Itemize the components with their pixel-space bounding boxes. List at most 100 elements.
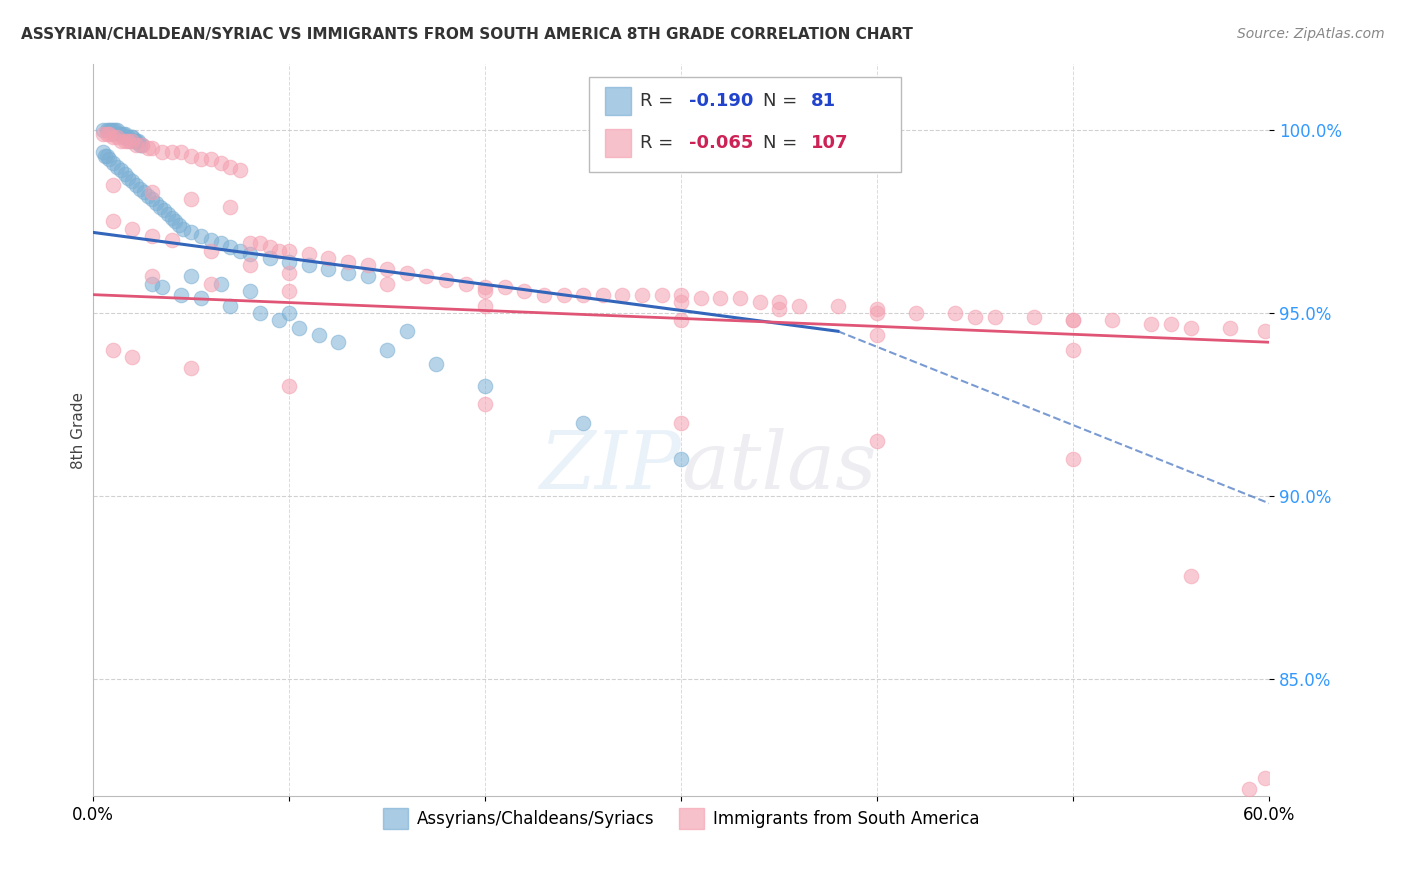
Point (259, 251, 281, 265)
Point (141, 277, 163, 291)
Bar (605, 87, 630, 115)
Point (190, 153, 212, 167)
Point (110, 134, 132, 148)
Point (1180, 320, 1202, 334)
Point (121, 130, 143, 145)
Point (209, 156, 232, 170)
Point (96, 127, 118, 141)
Point (239, 247, 262, 261)
Point (229, 244, 252, 258)
Point (1101, 313, 1123, 327)
Point (141, 269, 163, 284)
Point (180, 148, 202, 162)
Point (533, 287, 555, 301)
Point (249, 306, 271, 320)
Point (121, 174, 143, 188)
Point (356, 258, 378, 272)
Point (1062, 343, 1084, 357)
Point (375, 343, 398, 357)
Point (101, 127, 124, 141)
Point (474, 379, 496, 393)
Point (141, 229, 163, 244)
Point (101, 178, 124, 192)
Point (336, 254, 359, 268)
Point (172, 221, 194, 235)
Point (1219, 320, 1241, 334)
Point (120, 134, 142, 148)
Point (572, 287, 595, 301)
Point (434, 273, 457, 287)
Point (651, 287, 673, 301)
Point (180, 269, 202, 284)
Point (219, 160, 242, 174)
Point (395, 266, 418, 280)
Text: ASSYRIAN/CHALDEAN/SYRIAC VS IMMIGRANTS FROM SOUTH AMERICA 8TH GRADE CORRELATION : ASSYRIAN/CHALDEAN/SYRIAC VS IMMIGRANTS F… (21, 27, 912, 42)
Point (827, 299, 849, 313)
Point (96, 123, 118, 137)
Point (114, 134, 136, 148)
Point (866, 327, 889, 342)
Point (318, 251, 340, 265)
Point (631, 287, 654, 301)
Text: Source: ZipAtlas.com: Source: ZipAtlas.com (1237, 27, 1385, 41)
Point (156, 207, 179, 221)
Point (278, 254, 301, 268)
Point (278, 306, 301, 320)
Point (983, 310, 1005, 324)
Point (170, 145, 193, 159)
Point (94, 148, 117, 162)
Point (669, 416, 692, 430)
Point (278, 244, 301, 258)
Point (150, 280, 173, 294)
Point (114, 127, 136, 141)
Point (105, 123, 128, 137)
Point (965, 310, 987, 324)
Point (395, 324, 418, 338)
Point (553, 287, 575, 301)
Point (375, 262, 398, 277)
Point (121, 130, 143, 145)
Point (124, 134, 146, 148)
Point (474, 284, 496, 298)
Point (454, 277, 477, 291)
Point (669, 295, 692, 310)
Point (134, 185, 156, 199)
Point (136, 189, 159, 203)
Point (136, 141, 159, 155)
Point (160, 233, 183, 247)
Point (115, 130, 138, 145)
Point (1254, 324, 1277, 338)
Point (96, 148, 118, 162)
Point (101, 123, 124, 137)
Point (239, 284, 262, 298)
Point (117, 130, 139, 145)
Point (669, 287, 692, 301)
Text: -0.065: -0.065 (689, 134, 754, 153)
Point (127, 134, 149, 148)
Point (866, 434, 889, 448)
Point (709, 291, 731, 305)
Point (131, 137, 153, 152)
Point (149, 200, 172, 214)
Text: N =: N = (763, 93, 803, 111)
Point (425, 357, 447, 371)
Point (101, 130, 124, 145)
Text: R =: R = (640, 93, 679, 111)
Point (269, 244, 291, 258)
Point (200, 153, 222, 167)
Point (308, 327, 330, 342)
Point (219, 299, 242, 313)
Point (104, 123, 127, 137)
Point (474, 299, 496, 313)
FancyBboxPatch shape (589, 77, 901, 171)
Point (336, 266, 359, 280)
Point (1254, 771, 1277, 785)
Point (1239, 781, 1261, 796)
Point (748, 295, 770, 310)
Point (110, 163, 132, 178)
Point (219, 200, 242, 214)
Point (100, 123, 122, 137)
Point (145, 196, 167, 211)
Point (190, 229, 212, 244)
Point (180, 226, 202, 240)
